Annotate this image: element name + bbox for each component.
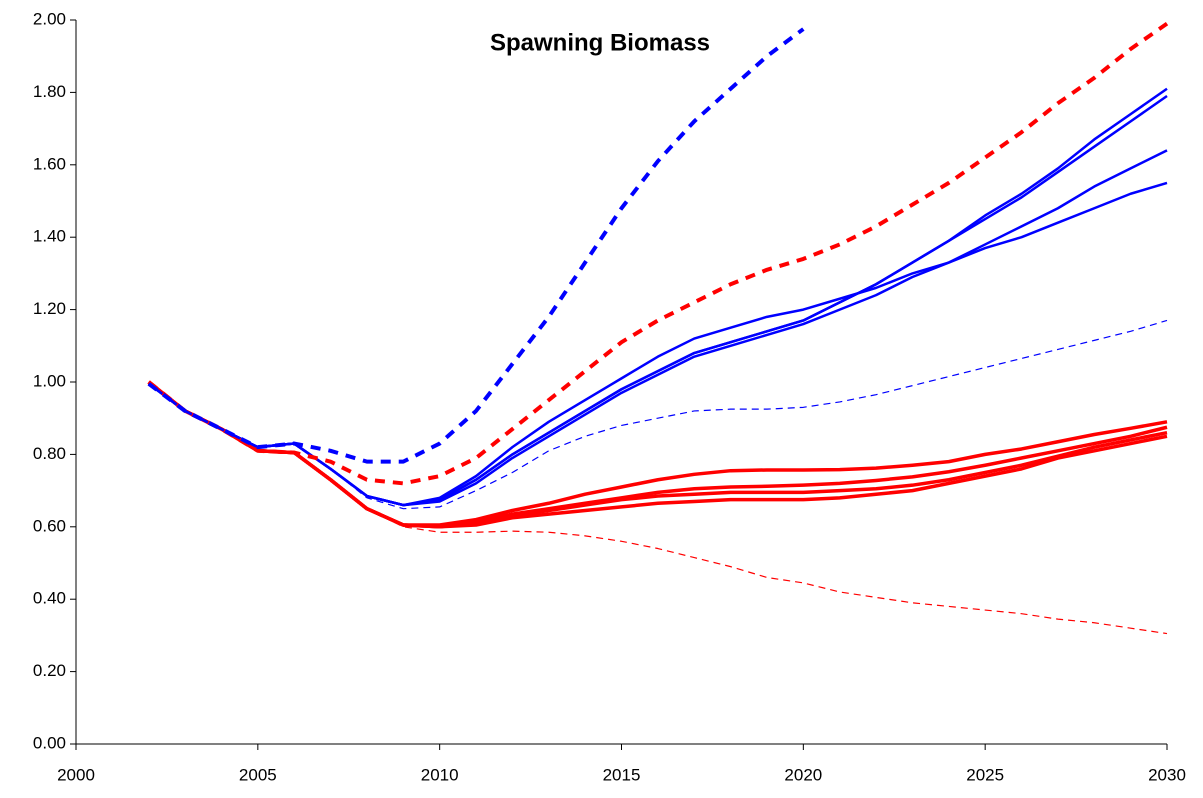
- y-tick-label: 2.00: [33, 9, 66, 28]
- series-line: [147, 181, 1168, 507]
- y-tick-label: 0.20: [33, 661, 66, 680]
- y-tick-label: 1.20: [33, 299, 66, 318]
- x-tick-label: 2010: [421, 765, 459, 784]
- x-tick-label: 2015: [603, 765, 641, 784]
- y-tick-label: 1.80: [33, 82, 66, 101]
- series-line: [147, 21, 1169, 486]
- y-tick-label: 1.60: [33, 154, 66, 173]
- chart-title: Spawning Biomass: [490, 29, 710, 56]
- series-line: [147, 380, 1168, 529]
- y-tick-label: 0.80: [33, 444, 66, 463]
- series-line: [147, 380, 1168, 529]
- x-tick-label: 2005: [239, 765, 277, 784]
- y-tick-label: 0.60: [33, 516, 66, 535]
- y-tick-label: 0.00: [33, 733, 66, 752]
- series-line: [147, 87, 1168, 507]
- y-tick-label: 0.40: [33, 589, 66, 608]
- y-tick-label: 1.40: [33, 227, 66, 246]
- x-tick-label: 2025: [966, 765, 1004, 784]
- series-line: [148, 381, 1168, 635]
- x-tick-label: 2020: [784, 765, 822, 784]
- series-line: [147, 149, 1168, 507]
- y-tick-label: 1.00: [33, 371, 66, 390]
- series-line: [147, 380, 1168, 529]
- plot-area: [147, 21, 1169, 635]
- x-tick-label: 2030: [1148, 765, 1186, 784]
- series-line: [147, 27, 805, 464]
- x-tick-label: 2000: [57, 765, 95, 784]
